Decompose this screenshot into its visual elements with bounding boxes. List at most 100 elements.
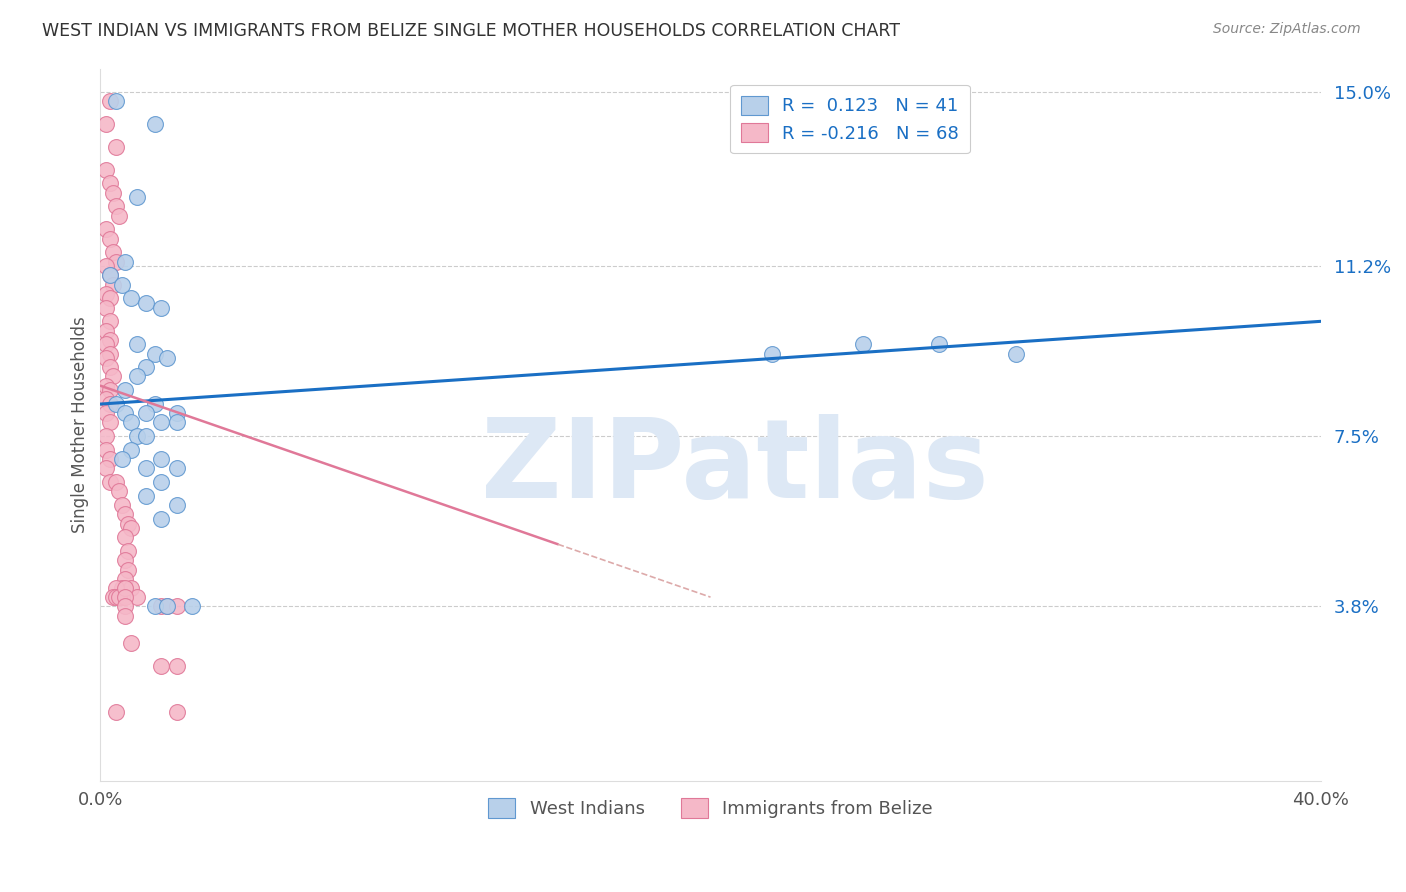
Point bbox=[156, 599, 179, 614]
Point bbox=[104, 475, 127, 490]
Point bbox=[120, 443, 142, 458]
Point bbox=[156, 599, 179, 614]
Point bbox=[928, 337, 950, 351]
Point bbox=[96, 324, 118, 338]
Point bbox=[98, 475, 121, 490]
Point bbox=[98, 268, 121, 283]
Point bbox=[135, 429, 157, 443]
Point bbox=[166, 705, 188, 719]
Point bbox=[96, 222, 118, 236]
Point bbox=[114, 508, 136, 522]
Point bbox=[114, 581, 136, 595]
Point bbox=[96, 162, 118, 177]
Point bbox=[114, 608, 136, 623]
Point bbox=[104, 590, 127, 604]
Point bbox=[96, 461, 118, 475]
Point bbox=[101, 277, 124, 292]
Point bbox=[111, 498, 134, 512]
Point bbox=[104, 705, 127, 719]
Point bbox=[96, 406, 118, 420]
Point bbox=[98, 416, 121, 430]
Point bbox=[166, 599, 188, 614]
Text: ZIPatlas: ZIPatlas bbox=[481, 414, 988, 521]
Point bbox=[117, 563, 139, 577]
Point bbox=[114, 572, 136, 586]
Point bbox=[135, 360, 157, 375]
Point bbox=[150, 659, 173, 673]
Text: WEST INDIAN VS IMMIGRANTS FROM BELIZE SINGLE MOTHER HOUSEHOLDS CORRELATION CHART: WEST INDIAN VS IMMIGRANTS FROM BELIZE SI… bbox=[42, 22, 900, 40]
Point bbox=[114, 254, 136, 268]
Point bbox=[104, 254, 127, 268]
Point bbox=[120, 581, 142, 595]
Point bbox=[166, 461, 188, 475]
Point bbox=[96, 351, 118, 365]
Point bbox=[111, 277, 134, 292]
Point bbox=[98, 333, 121, 347]
Point bbox=[104, 139, 127, 153]
Point bbox=[114, 599, 136, 614]
Point bbox=[125, 190, 148, 204]
Point bbox=[107, 484, 129, 499]
Point bbox=[98, 268, 121, 283]
Point bbox=[125, 590, 148, 604]
Point bbox=[107, 590, 129, 604]
Point bbox=[104, 199, 127, 213]
Point bbox=[150, 452, 173, 467]
Point bbox=[120, 521, 142, 535]
Point bbox=[111, 581, 134, 595]
Point bbox=[125, 337, 148, 351]
Point bbox=[135, 461, 157, 475]
Y-axis label: Single Mother Households: Single Mother Households bbox=[72, 317, 89, 533]
Point bbox=[96, 259, 118, 273]
Point bbox=[150, 416, 173, 430]
Point bbox=[114, 590, 136, 604]
Point bbox=[761, 346, 783, 360]
Point bbox=[104, 581, 127, 595]
Point bbox=[96, 117, 118, 131]
Point bbox=[101, 245, 124, 260]
Point bbox=[180, 599, 202, 614]
Point bbox=[98, 94, 121, 108]
Text: Source: ZipAtlas.com: Source: ZipAtlas.com bbox=[1213, 22, 1361, 37]
Point bbox=[101, 186, 124, 200]
Point bbox=[104, 94, 127, 108]
Point bbox=[117, 544, 139, 558]
Point bbox=[1004, 346, 1026, 360]
Point bbox=[125, 429, 148, 443]
Point bbox=[98, 291, 121, 305]
Point bbox=[143, 599, 166, 614]
Point bbox=[166, 416, 188, 430]
Point bbox=[120, 636, 142, 650]
Point bbox=[117, 516, 139, 531]
Point bbox=[96, 286, 118, 301]
Point bbox=[98, 384, 121, 398]
Point bbox=[166, 406, 188, 420]
Point bbox=[96, 337, 118, 351]
Point bbox=[114, 553, 136, 567]
Point bbox=[135, 489, 157, 503]
Point bbox=[96, 429, 118, 443]
Point bbox=[150, 475, 173, 490]
Point bbox=[111, 452, 134, 467]
Point bbox=[135, 296, 157, 310]
Point bbox=[143, 117, 166, 131]
Point bbox=[96, 392, 118, 407]
Point bbox=[111, 590, 134, 604]
Point bbox=[135, 406, 157, 420]
Legend: West Indians, Immigrants from Belize: West Indians, Immigrants from Belize bbox=[481, 791, 941, 825]
Point bbox=[101, 590, 124, 604]
Point bbox=[114, 530, 136, 544]
Point bbox=[852, 337, 875, 351]
Point bbox=[98, 452, 121, 467]
Point bbox=[98, 231, 121, 245]
Point bbox=[98, 346, 121, 360]
Point bbox=[166, 498, 188, 512]
Point bbox=[125, 369, 148, 384]
Point bbox=[156, 351, 179, 365]
Point bbox=[96, 378, 118, 392]
Point bbox=[150, 599, 173, 614]
Point bbox=[98, 397, 121, 411]
Point bbox=[166, 659, 188, 673]
Point bbox=[114, 384, 136, 398]
Point bbox=[98, 314, 121, 328]
